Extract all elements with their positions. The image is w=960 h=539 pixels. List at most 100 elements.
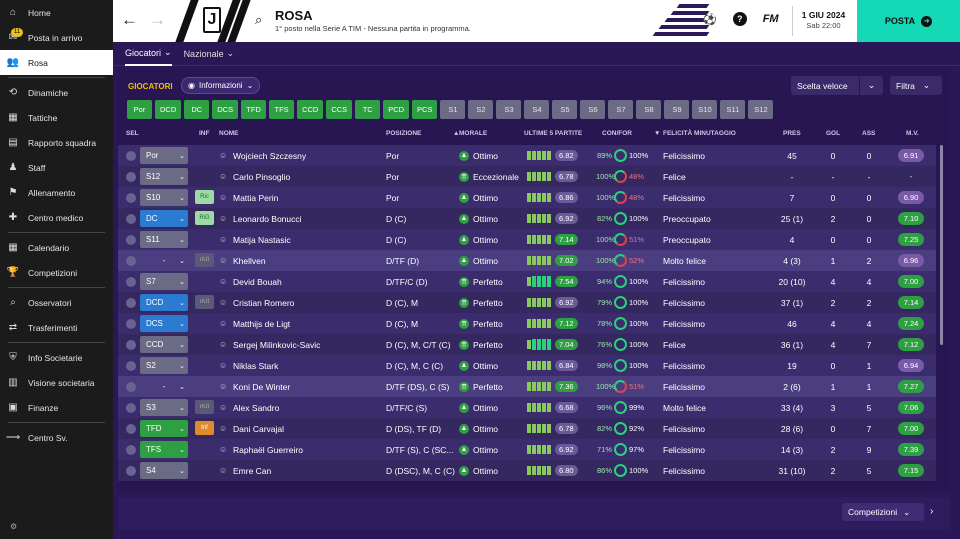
chevron-right-icon[interactable]: › — [930, 506, 934, 517]
sidebar-item-competizioni[interactable]: 🏆 Competizioni — [0, 260, 113, 285]
col-felicita[interactable]: FELICITÀ MINUTAGGIO — [663, 130, 736, 137]
table-row[interactable]: S2 ⌄ ☺ Niklas Stark D (C), M, C (C) ▲ Ottimo 6.… — [118, 355, 936, 376]
selection-dropdown[interactable]: S11 ⌄ — [140, 231, 188, 248]
selection-dropdown[interactable]: Por ⌄ — [140, 147, 188, 164]
competitions-dropdown[interactable]: Competizioni ⌄ — [842, 503, 924, 521]
position-chip[interactable]: DCD — [155, 100, 182, 119]
position-chip[interactable]: TFS — [269, 100, 295, 119]
player-name[interactable]: Niklas Stark — [233, 360, 279, 371]
player-name[interactable]: Cristian Romero — [233, 297, 295, 308]
select-radio[interactable] — [126, 355, 136, 376]
position-chip[interactable]: S8 — [636, 100, 662, 119]
selection-dropdown[interactable]: S10 ⌄ — [140, 189, 188, 206]
view-dropdown[interactable]: ◉ Informazioni ⌄ — [181, 77, 261, 94]
select-radio[interactable] — [126, 334, 136, 355]
player-name[interactable]: Matija Nastasic — [233, 234, 291, 245]
selection-dropdown[interactable]: S2 ⌄ — [140, 357, 188, 374]
table-row[interactable]: DCD ⌄ nUt ☺ Cristian Romero D (C), M ⇈ Perfetto… — [118, 292, 936, 313]
position-chip[interactable]: S3 — [496, 100, 522, 119]
position-chip[interactable]: S4 — [524, 100, 550, 119]
position-chip[interactable]: S9 — [664, 100, 690, 119]
table-row[interactable]: S3 ⌄ nUt ☺ Alex Sandro D/TF/C (S) ▲ Ottimo 6.68 9… — [118, 397, 936, 418]
selection-dropdown[interactable]: CCD ⌄ — [140, 336, 188, 353]
col-pres[interactable]: PRES — [783, 130, 801, 137]
table-row[interactable]: S10 ⌄ Ric ☺ Mattia Perin Por ▲ Ottimo 6.86 100% 48… — [118, 187, 936, 208]
sidebar-item-tattiche[interactable]: ▦ Tattiche — [0, 105, 113, 130]
col-confor[interactable]: CON/FOR — [602, 130, 632, 137]
player-name[interactable]: Khellven — [233, 255, 266, 266]
table-row[interactable]: S4 ⌄ ☺ Emre Can D (DSC), M, C (C) ▲ Ottimo 6.80… — [118, 460, 936, 481]
position-chip[interactable]: PCS — [412, 100, 438, 119]
tab-giocatori[interactable]: Giocatori ⌄ — [125, 42, 172, 66]
selection-dropdown[interactable]: S3 ⌄ — [140, 399, 188, 416]
position-chip[interactable]: S1 — [440, 100, 466, 119]
select-radio[interactable] — [126, 439, 136, 460]
sidebar-item-allenamento[interactable]: ⚑ Allenamento — [0, 180, 113, 205]
position-chip[interactable]: DC — [184, 100, 210, 119]
position-chip[interactable]: S7 — [608, 100, 634, 119]
player-name[interactable]: Matthijs de Ligt — [233, 318, 291, 329]
table-row[interactable]: DC ⌄ RiG ☺ Leonardo Bonucci D (C) ▲ Ottimo 6.92 8… — [118, 208, 936, 229]
sidebar-item-home[interactable]: ⌂ Home — [0, 0, 113, 25]
table-row[interactable]: Por ⌄ ☺ Wojciech Szczesny Por ▲ Ottimo 6.82 89% 1… — [118, 145, 936, 166]
col-sel[interactable]: SEL — [126, 130, 139, 137]
col-ass[interactable]: ASS — [862, 130, 876, 137]
help-icon[interactable]: ? — [732, 12, 747, 26]
sidebar-item-rapporto-squadra[interactable]: ▤ Rapporto squadra — [0, 130, 113, 155]
table-row[interactable]: - ⌄ ☺ Koni De Winter D/TF (DS), C (S) ⇈ Perfet… — [118, 376, 936, 397]
position-chip[interactable]: PCD — [383, 100, 410, 119]
col-nome[interactable]: NOME — [219, 130, 239, 137]
selection-dropdown[interactable]: TFD ⌄ — [140, 420, 188, 437]
date-display[interactable]: 1 GIU 2024 Sab 22:00 — [792, 6, 854, 36]
position-chip[interactable]: TC — [355, 100, 381, 119]
player-name[interactable]: Dani Carvajal — [233, 423, 285, 434]
sidebar-item-calendario[interactable]: ▦ Calendario — [0, 235, 113, 260]
sidebar-item-rosa[interactable]: 👥 Rosa — [0, 50, 113, 75]
select-radio[interactable] — [126, 397, 136, 418]
select-radio[interactable] — [126, 208, 136, 229]
sidebar-item-staff[interactable]: ♟ Staff — [0, 155, 113, 180]
player-name[interactable]: Wojciech Szczesny — [233, 150, 307, 161]
table-row[interactable]: DCS ⌄ ☺ Matthijs de Ligt D (C), M ⇈ Perfetto 7.… — [118, 313, 936, 334]
select-radio[interactable] — [126, 376, 136, 397]
col-posizione[interactable]: POSIZIONE — [386, 130, 422, 137]
position-chip[interactable]: CCD — [297, 100, 324, 119]
position-chip[interactable]: S10 — [692, 100, 718, 119]
select-radio[interactable] — [126, 250, 136, 271]
col-mv[interactable]: M.V. — [906, 130, 919, 137]
sidebar-item-osservatori[interactable]: ⌕ Osservatori — [0, 290, 113, 315]
position-chip[interactable]: CCS — [326, 100, 353, 119]
col-ultime[interactable]: ULTIME 5 PARTITE — [524, 130, 583, 137]
position-chip[interactable]: S5 — [552, 100, 578, 119]
sidebar-item-visione-societaria[interactable]: ▥ Visione societaria — [0, 370, 113, 395]
quick-pick-button[interactable]: Scelta veloce — [791, 76, 883, 95]
selection-dropdown[interactable]: S12 ⌄ — [140, 168, 188, 185]
selection-dropdown[interactable]: DCD ⌄ — [140, 294, 188, 311]
col-morale[interactable]: MORALE — [459, 130, 488, 137]
player-name[interactable]: Carlo Pinsoglio — [233, 171, 291, 182]
position-chip[interactable]: S11 — [720, 100, 746, 119]
selection-dropdown[interactable]: TFS ⌄ — [140, 441, 188, 458]
position-chip[interactable]: S6 — [580, 100, 606, 119]
forward-arrow-icon[interactable]: → — [149, 10, 166, 29]
search-icon[interactable]: ⌕ — [255, 12, 263, 27]
select-radio[interactable] — [126, 271, 136, 292]
back-arrow-icon[interactable]: ← — [121, 10, 138, 29]
table-row[interactable]: S7 ⌄ ☺ Devid Bouah D/TF/C (D) ⇈ Perfetto 7.54 94… — [118, 271, 936, 292]
sidebar-item-dinamiche[interactable]: ⟲ Dinamiche — [0, 80, 113, 105]
player-name[interactable]: Mattia Perin — [233, 192, 279, 203]
filter-button[interactable]: Filtra ⌄ — [890, 76, 942, 95]
player-name[interactable]: Sergej Milinkovic-Savic — [233, 339, 321, 350]
sidebar-item-finanze[interactable]: ▣ Finanze — [0, 395, 113, 420]
select-radio[interactable] — [126, 460, 136, 481]
player-name[interactable]: Emre Can — [233, 465, 272, 476]
player-name[interactable]: Raphaël Guerreiro — [233, 444, 303, 455]
select-radio[interactable] — [126, 313, 136, 334]
select-radio[interactable] — [126, 418, 136, 439]
sidebar-item-centro-sv[interactable]: ⟶ Centro Sv. — [0, 425, 113, 450]
player-name[interactable]: Devid Bouah — [233, 276, 282, 287]
position-chip[interactable]: TFD — [241, 100, 267, 119]
settings-icon[interactable]: ⚙ — [10, 522, 18, 531]
selection-dropdown[interactable]: DC ⌄ — [140, 210, 188, 227]
continue-button[interactable]: POSTA ➜ — [857, 0, 960, 42]
